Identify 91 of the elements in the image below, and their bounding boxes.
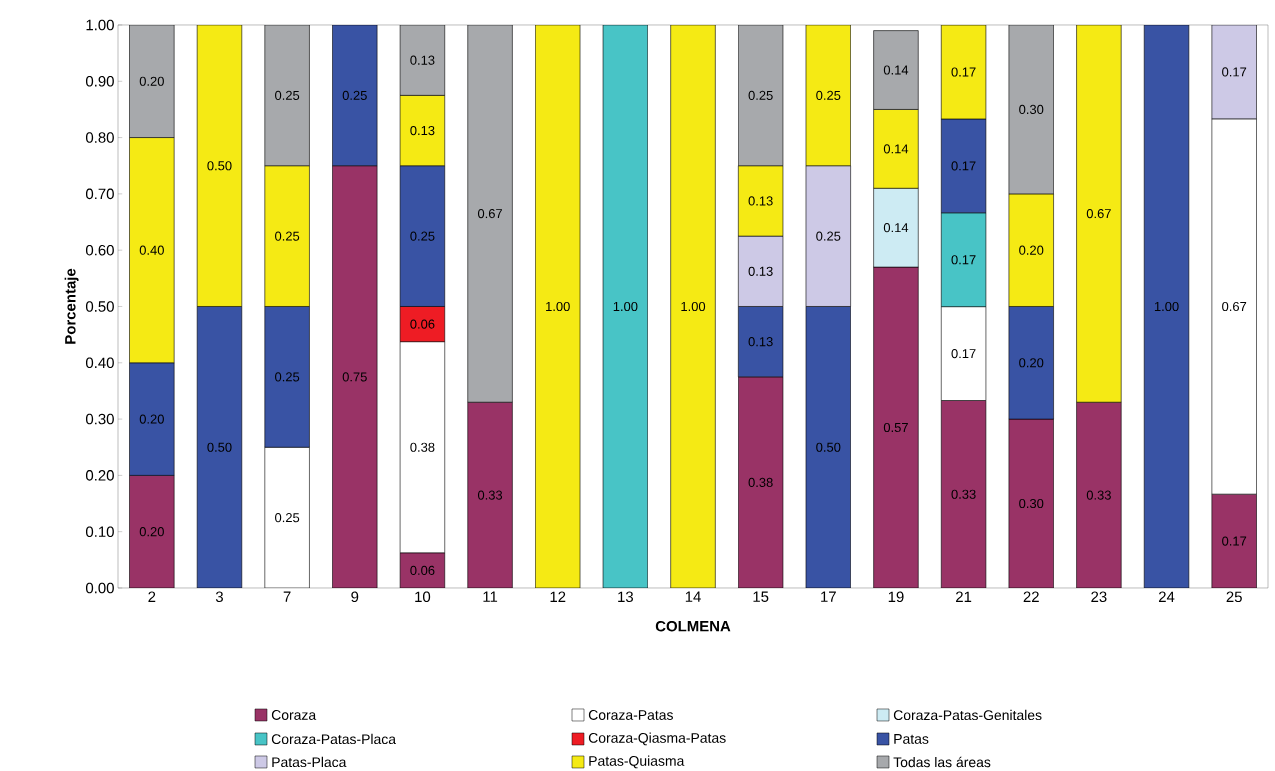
- data-label: 0.67: [1222, 301, 1247, 312]
- data-label: 0.06: [410, 565, 435, 575]
- data-label: 0.25: [275, 513, 300, 523]
- data-label: 0.25: [816, 231, 841, 241]
- legend-label: Coraza-Qiasma-Patas: [588, 732, 726, 746]
- x-tick-label: 21: [956, 591, 972, 602]
- data-label: 1.00: [546, 301, 570, 312]
- data-label: 0.33: [477, 490, 503, 500]
- x-tick-label: 23: [1091, 591, 1107, 603]
- data-label: 0.17: [951, 348, 976, 359]
- data-label: 0.67: [1086, 209, 1111, 219]
- data-label: 0.50: [207, 442, 232, 452]
- data-label: 0.30: [1019, 104, 1044, 115]
- y-tick-label: 0.80: [85, 132, 114, 143]
- y-tick-label: 0.50: [85, 301, 114, 312]
- x-tick-label: 7: [283, 591, 291, 602]
- data-label: 0.13: [748, 337, 773, 347]
- x-tick-label: 9: [351, 591, 359, 603]
- x-tick-label: 14: [685, 591, 701, 602]
- data-label: 0.17: [1222, 67, 1247, 77]
- data-label: 0.25: [410, 231, 435, 241]
- data-label: 0.14: [883, 223, 909, 233]
- x-tick-label: 3: [215, 591, 223, 603]
- x-tick-label: 15: [753, 591, 769, 602]
- y-axis-title: Porcentaje: [64, 268, 79, 344]
- data-label: 1.00: [1154, 301, 1179, 312]
- data-label: 0.30: [1019, 498, 1044, 509]
- data-label: 0.17: [951, 255, 976, 265]
- legend-label: Patas: [894, 734, 929, 744]
- data-label: 0.33: [951, 489, 976, 499]
- data-label: 0.20: [139, 76, 164, 86]
- x-tick-label: 24: [1158, 591, 1175, 602]
- data-label: 0.40: [139, 245, 164, 255]
- x-tick-label: 10: [415, 591, 431, 603]
- data-label: 0.75: [342, 372, 367, 382]
- data-label: 0.13: [748, 196, 773, 206]
- data-label: 1.00: [681, 301, 706, 312]
- data-label: 0.13: [410, 55, 435, 65]
- data-label: 0.25: [275, 372, 300, 382]
- legend-label: Coraza-Patas: [588, 710, 673, 720]
- legend-label: Coraza-Patas-Placa: [271, 733, 397, 745]
- data-label: 0.17: [1222, 536, 1247, 546]
- x-tick-label: 12: [550, 591, 566, 602]
- x-tick-label: 22: [1023, 591, 1039, 602]
- data-label: 0.50: [816, 442, 841, 452]
- data-label: 0.20: [139, 414, 164, 424]
- legend-label: Patas-Quiasma: [589, 755, 685, 769]
- data-label: 0.20: [1019, 245, 1044, 255]
- data-label: 0.50: [207, 161, 232, 171]
- bar: [670, 24, 716, 588]
- bar: [535, 24, 581, 588]
- data-label: 0.14: [883, 65, 909, 75]
- x-tick-label: 17: [821, 591, 836, 602]
- data-label: 0.25: [748, 90, 773, 100]
- y-tick-label: 0.60: [85, 244, 114, 256]
- data-label: 0.20: [1019, 358, 1044, 368]
- data-label: 0.06: [410, 319, 435, 329]
- y-tick-label: 0.40: [85, 357, 114, 369]
- data-label: 0.25: [816, 90, 841, 100]
- x-tick-label: 25: [1226, 591, 1242, 603]
- y-tick-label: 0.30: [85, 413, 114, 425]
- data-label: 0.13: [410, 125, 435, 136]
- data-label: 0.38: [410, 442, 435, 452]
- data-label: 0.25: [275, 231, 300, 241]
- legend-label: Patas-Placa: [272, 756, 347, 768]
- data-label: 0.67: [477, 209, 503, 219]
- y-tick-label: 0.90: [85, 75, 114, 87]
- legend-label: Coraza-Patas-Genitales: [893, 709, 1042, 721]
- data-label: 0.17: [951, 161, 976, 171]
- y-tick-label: 0.20: [85, 470, 114, 481]
- y-tick-label: 0.70: [85, 188, 114, 200]
- data-label: 0.33: [1086, 490, 1111, 500]
- x-axis-title: COLMENA: [655, 620, 731, 632]
- data-label: 0.38: [748, 477, 773, 488]
- data-label: 0.17: [951, 67, 976, 77]
- x-tick-label: 11: [483, 591, 498, 602]
- y-tick-label: 0.10: [85, 526, 114, 537]
- x-tick-label: 2: [148, 591, 156, 602]
- data-label: 1.00: [613, 301, 638, 312]
- y-tick-label: 1.00: [86, 19, 114, 31]
- data-label: 0.14: [883, 144, 909, 154]
- x-tick-label: 13: [618, 591, 634, 603]
- data-label: 0.57: [883, 422, 908, 433]
- data-label: 0.20: [139, 527, 164, 537]
- y-tick-label: 0.00: [85, 582, 114, 594]
- data-label: 0.13: [748, 266, 773, 276]
- data-label: 0.25: [342, 90, 367, 100]
- data-label: 0.25: [275, 90, 300, 100]
- x-tick-label: 19: [888, 591, 904, 603]
- legend-label: Coraza: [271, 710, 317, 720]
- legend-label: Todas las áreas: [893, 756, 991, 768]
